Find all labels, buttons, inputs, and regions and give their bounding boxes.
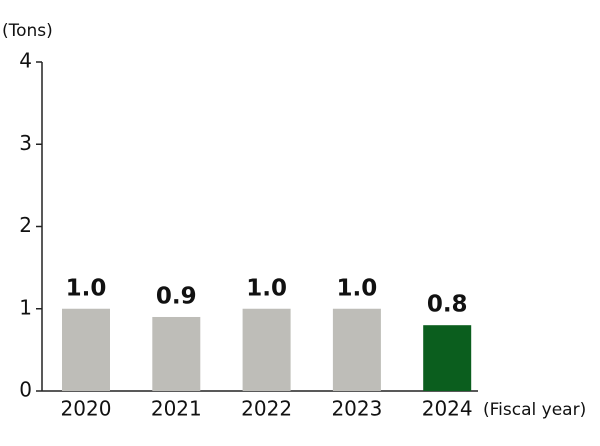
x-tick-label: 2023 bbox=[331, 397, 382, 421]
value-label: 0.9 bbox=[156, 283, 197, 309]
bar bbox=[152, 316, 201, 391]
x-tick-label: 2024 bbox=[422, 397, 473, 421]
x-axis-label: (Fiscal year) bbox=[483, 400, 586, 420]
y-tick-label: 3 bbox=[19, 131, 32, 155]
y-tick-label: 4 bbox=[19, 49, 32, 73]
y-tick-label: 1 bbox=[19, 295, 32, 319]
value-label: 1.0 bbox=[246, 275, 287, 301]
bar bbox=[423, 325, 472, 391]
x-tick-label: 2021 bbox=[151, 397, 202, 421]
value-label: 1.0 bbox=[66, 275, 107, 301]
x-tick-label: 2022 bbox=[241, 397, 292, 421]
y-tick-label: 0 bbox=[19, 378, 32, 402]
y-tick-label: 2 bbox=[19, 213, 32, 237]
bar bbox=[62, 308, 110, 391]
value-label: 0.8 bbox=[427, 292, 468, 318]
y-axis-label: (Tons) bbox=[2, 21, 53, 41]
value-label: 1.0 bbox=[337, 275, 378, 301]
x-tick-label: 2020 bbox=[61, 397, 112, 421]
bar bbox=[242, 308, 291, 391]
bar bbox=[332, 308, 381, 391]
